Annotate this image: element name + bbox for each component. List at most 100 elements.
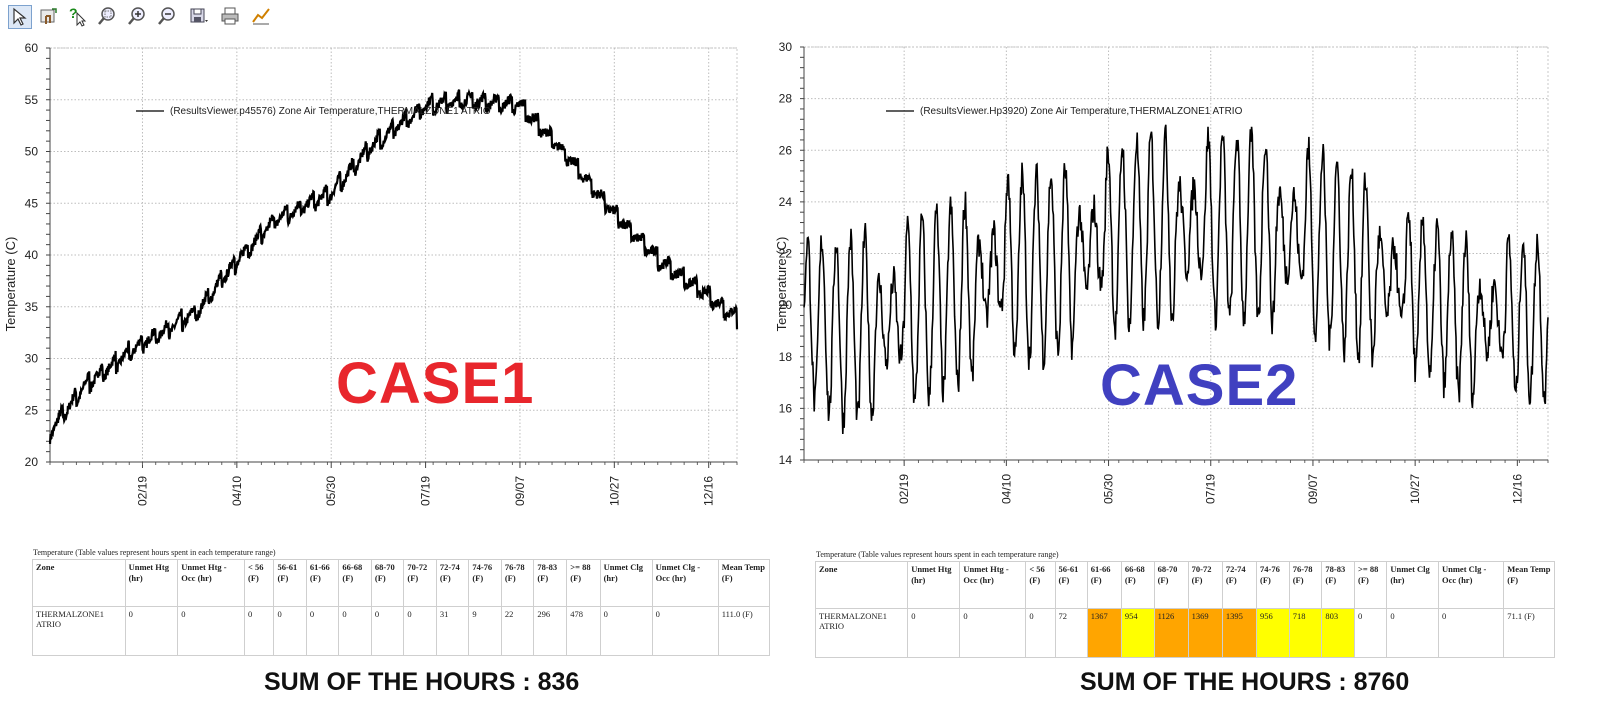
table-cell: 478 — [566, 606, 601, 656]
table-cell: 0 — [370, 606, 405, 656]
column-header: Unmet Htg - Occ (hr) — [177, 559, 245, 607]
y-tick-label: 25 — [25, 403, 39, 417]
zone-cell: THERMALZONE1 ATRIO — [32, 606, 126, 656]
column-header: 78-83 (F) — [533, 559, 568, 607]
column-header: >= 88 (F) — [566, 559, 601, 607]
x-tick-label: 07/19 — [419, 476, 433, 506]
x-tick-label: 02/19 — [897, 474, 911, 504]
table-cell: 956 — [1256, 608, 1290, 658]
column-header: 70-72 (F) — [403, 559, 437, 607]
svg-text:?: ? — [69, 5, 78, 21]
y-tick-label: 24 — [779, 195, 793, 209]
chart-toolbar: ? — [0, 0, 300, 34]
x-tick-label: 09/07 — [513, 476, 527, 506]
column-header: < 56 (F) — [243, 559, 275, 607]
column-header: < 56 (F) — [1025, 561, 1056, 609]
table-cell: 1367 — [1086, 608, 1122, 658]
table-cell: 0 — [1025, 608, 1056, 658]
y-tick-label: 26 — [779, 143, 793, 157]
table-cell: 111.0 (F) — [717, 606, 771, 656]
y-tick-label: 60 — [25, 41, 39, 55]
table-cell: 0 — [651, 606, 719, 656]
y-tick-label: 14 — [779, 453, 793, 467]
y-tick-label: 16 — [779, 401, 793, 415]
column-header: 68-70 (F) — [1153, 561, 1189, 609]
y-tick-label: 20 — [779, 298, 793, 312]
x-tick-label: 04/10 — [230, 476, 244, 506]
case2-label: CASE2 — [1100, 353, 1299, 418]
column-header: Unmet Clg (hr) — [599, 559, 653, 607]
chart-axes — [800, 46, 1549, 466]
table-cell: 1395 — [1221, 608, 1258, 658]
column-header: 74-76 (F) — [468, 559, 502, 607]
help-pointer-icon[interactable]: ? — [66, 5, 90, 29]
x-tick-label: 10/27 — [1408, 474, 1422, 504]
y-tick-label: 55 — [25, 93, 39, 107]
zoom-in-icon[interactable] — [126, 5, 150, 29]
column-header: Unmet Clg - Occ (hr) — [651, 559, 719, 607]
x-tick-label: 07/19 — [1204, 474, 1218, 504]
hand-pan-icon[interactable] — [38, 5, 62, 29]
x-tick-label: 10/27 — [607, 476, 621, 506]
series-line — [803, 124, 1549, 435]
sum-hours-case1: SUM OF THE HOURS : 836 — [264, 668, 580, 696]
y-axis-label: Temperature (C) — [774, 237, 789, 332]
case1-label: CASE1 — [336, 351, 535, 416]
table-cell: 22 — [500, 606, 535, 656]
column-header: 74-76 (F) — [1256, 561, 1290, 609]
x-tick-label: 12/16 — [702, 476, 716, 506]
y-tick-label: 45 — [25, 196, 39, 210]
column-header: 61-66 (F) — [305, 559, 340, 607]
table-cell: 0 — [338, 606, 372, 656]
x-tick-label: 05/30 — [1102, 474, 1116, 504]
y-tick-label: 30 — [25, 352, 39, 366]
legend-entry: (ResultsViewer.p45576) Zone Air Temperat… — [170, 106, 491, 117]
column-header: 76-78 (F) — [1288, 561, 1323, 609]
column-header: Mean Temp (F) — [717, 559, 771, 607]
column-header: >= 88 (F) — [1354, 561, 1388, 609]
x-tick-label: 12/16 — [1510, 474, 1524, 504]
series-line — [48, 88, 739, 444]
legend-entry: (ResultsViewer.Hp3920) Zone Air Temperat… — [920, 106, 1243, 117]
table2-caption: Temperature (Table values represent hour… — [816, 550, 1059, 559]
table-cell: 0 — [599, 606, 653, 656]
table-cell: 0 — [403, 606, 437, 656]
table-cell: 0 — [1354, 608, 1388, 658]
y-tick-label: 20 — [25, 455, 39, 469]
column-header: Unmet Clg - Occ (hr) — [1437, 561, 1505, 609]
x-tick-labels: 02/19 04/10 05/30 07/19 09/07 10/27 12/16 — [135, 476, 715, 506]
table-cell: 1369 — [1187, 608, 1223, 658]
column-header: 78-83 (F) — [1321, 561, 1356, 609]
series-line — [803, 124, 1549, 435]
column-header: Zone — [32, 559, 126, 607]
column-header: 56-61 (F) — [273, 559, 307, 607]
print-icon[interactable] — [219, 5, 243, 29]
table-cell: 71.1 (F) — [1503, 608, 1555, 658]
zoom-out-icon[interactable] — [156, 5, 180, 29]
table-cell: 0 — [959, 608, 1027, 658]
chart-axes — [46, 47, 738, 468]
y-tick-labels: 14 16 18 20 22 24 26 28 30 — [779, 40, 793, 467]
y-tick-label: 28 — [779, 92, 793, 106]
table-cell: 0 — [1386, 608, 1439, 658]
chart-properties-icon[interactable] — [250, 5, 274, 29]
pointer-select-icon[interactable] — [8, 5, 32, 29]
table-cell: 9 — [468, 606, 502, 656]
table-cell: 0 — [907, 608, 961, 658]
x-tick-labels: 02/19 04/10 05/30 07/19 09/07 10/27 12/16 — [897, 474, 1524, 504]
y-axis-label: Temperature (C) — [3, 237, 18, 332]
save-image-icon[interactable] — [188, 5, 212, 29]
column-header: 68-70 (F) — [370, 559, 405, 607]
zone-cell: THERMALZONE1 ATRIO — [814, 608, 909, 658]
column-header: 66-68 (F) — [1120, 561, 1155, 609]
table-cell: 72 — [1054, 608, 1088, 658]
table-cell: 954 — [1120, 608, 1155, 658]
column-header: Unmet Htg (hr) — [907, 561, 961, 609]
table-cell: 1126 — [1153, 608, 1189, 658]
zoom-region-icon[interactable] — [96, 5, 120, 29]
table-cell: 0 — [243, 606, 275, 656]
column-header: Unmet Htg (hr) — [124, 559, 179, 607]
y-tick-label: 22 — [779, 247, 793, 261]
